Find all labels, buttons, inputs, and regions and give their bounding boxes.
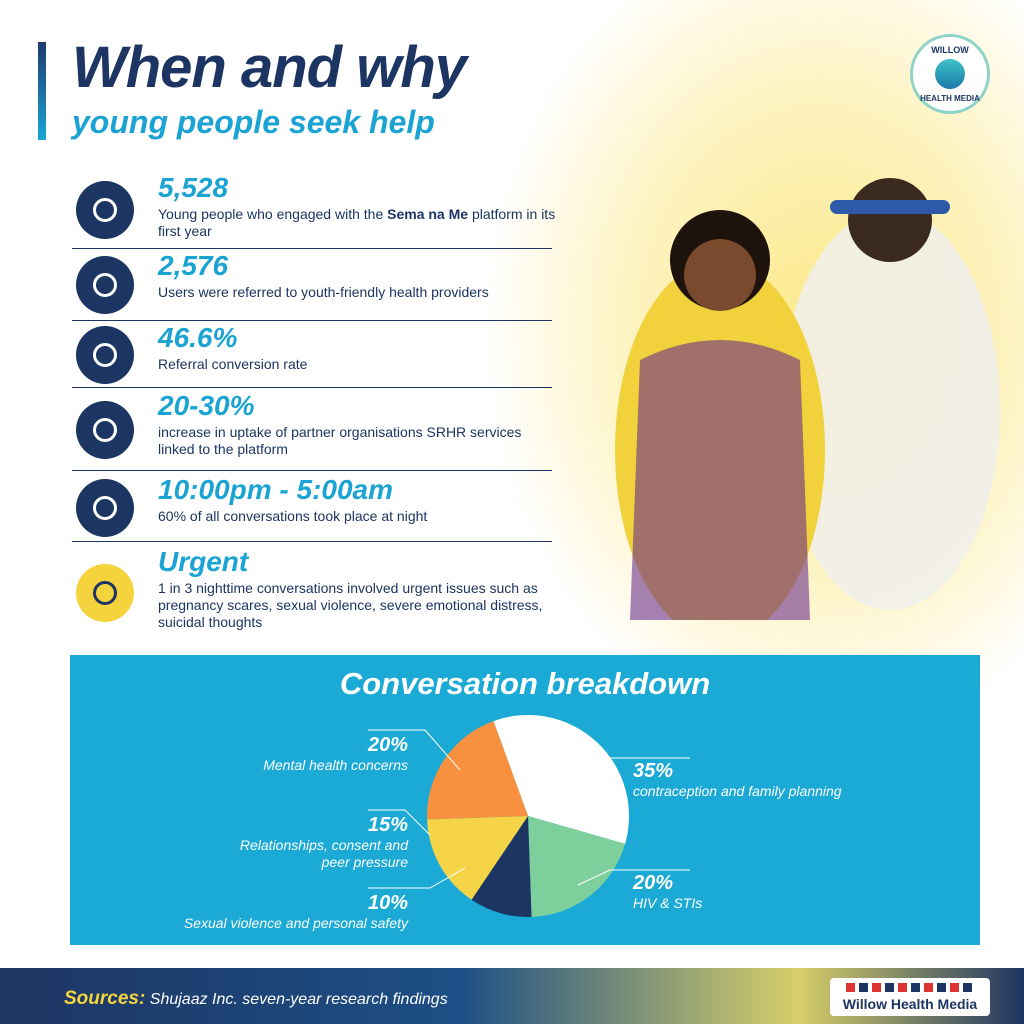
social-icons	[846, 983, 974, 992]
accent-bar	[38, 42, 46, 140]
pie-value-label: 15%	[367, 814, 408, 836]
stat-row: 20-30% increase in uptake of partner orga…	[72, 390, 552, 471]
stat-row: 2,576 Users were referred to youth-friend…	[72, 250, 552, 321]
description-part: increase in uptake of partner organisati…	[158, 424, 522, 457]
pie-slice	[471, 816, 532, 917]
sources: Sources: Shujaaz Inc. seven-year researc…	[64, 988, 448, 1010]
stat-value: 46.6%	[158, 322, 238, 353]
stat-description: Users were referred to youth-friendly he…	[158, 284, 558, 301]
pie-slice	[528, 816, 626, 917]
pie-label: 15% Relationships, consent and peer press…	[228, 814, 408, 871]
pie-slice	[427, 721, 528, 820]
pie-category-label: Relationships, consent and peer pressure	[239, 837, 408, 870]
stat-row: Urgent 1 in 3 nighttime conversations inv…	[72, 546, 552, 646]
sources-label: Sources:	[64, 988, 146, 1009]
pie-value-label: 20%	[367, 734, 408, 756]
brand-name: Willow Health Media	[842, 996, 978, 1012]
logo-text: HEALTH MEDIA	[920, 94, 980, 103]
title: When and why	[72, 35, 467, 100]
description-part: platform in its first year	[158, 206, 556, 239]
leader-line	[368, 867, 466, 889]
leader-line	[368, 729, 461, 771]
pie-label: 20% HIV & STIs	[633, 872, 833, 912]
pie-category-label: contraception and family planning	[633, 783, 842, 799]
stat-value: 10:00pm - 5:00am	[158, 474, 394, 505]
stat-value: Urgent	[158, 546, 249, 577]
pie-category-label: HIV & STIs	[633, 895, 703, 911]
pie-category-label: Mental health concerns	[263, 757, 408, 773]
pie-value-label: 35%	[633, 760, 674, 782]
logo-mark	[935, 59, 965, 89]
subtitle: young people seek help	[72, 104, 435, 140]
stat-description: Young people who engaged with the Sema n…	[158, 206, 558, 240]
stat-description: Referral conversion rate	[158, 356, 558, 373]
description-part: 1 in 3 nighttime conversations involved …	[158, 580, 543, 630]
stat-row: 5,528 Young people who engaged with the S…	[72, 172, 555, 249]
pie-value-label: 10%	[367, 892, 408, 914]
pie-slice	[493, 715, 629, 844]
stat-icon	[76, 325, 134, 384]
stat-icon	[76, 256, 134, 314]
pie-label: 20% Mental health concerns	[208, 734, 408, 774]
stat-icon	[76, 478, 134, 537]
pie-label: 10% Sexual violence and personal safety	[158, 892, 408, 932]
logo-text: WILLOW	[931, 45, 969, 55]
photo	[615, 178, 1000, 620]
stat-description: increase in uptake of partner organisati…	[158, 424, 558, 458]
sources-text: Shujaaz Inc. seven-year research finding…	[149, 991, 448, 1008]
description-part: Referral conversion rate	[158, 356, 308, 372]
stat-row: 10:00pm - 5:00am 60% of all conversations…	[72, 474, 552, 542]
stat-icon	[76, 564, 134, 622]
leader-line	[368, 809, 431, 836]
stat-icon	[76, 181, 134, 239]
stat-value: 5,528	[158, 172, 229, 203]
stat-icon	[76, 401, 134, 459]
stat-row: 46.6% Referral conversion rate	[72, 322, 552, 388]
pie-value-label: 20%	[633, 872, 674, 894]
leader-line	[577, 869, 690, 886]
stat-value: 20-30%	[158, 390, 255, 421]
stat-value: 2,576	[158, 250, 229, 281]
description-part: Young people who engaged with the	[158, 206, 388, 222]
pie-slice	[427, 816, 528, 900]
stat-description: 1 in 3 nighttime conversations involved …	[158, 580, 558, 631]
description-part: 60% of all conversations took place at n…	[158, 508, 428, 524]
stat-description: 60% of all conversations took place at n…	[158, 508, 558, 525]
chart-title: Conversation breakdown	[339, 666, 711, 701]
description-part: Users were referred to youth-friendly he…	[158, 284, 489, 300]
pie-label: 35% contraception and family planning	[633, 760, 893, 800]
description-part: Sema na Me	[387, 206, 469, 222]
logo: WILLOW HEALTH MEDIA	[910, 34, 990, 114]
pie-category-label: Sexual violence and personal safety	[183, 915, 408, 931]
brand-badge: Willow Health Media	[830, 978, 990, 1016]
